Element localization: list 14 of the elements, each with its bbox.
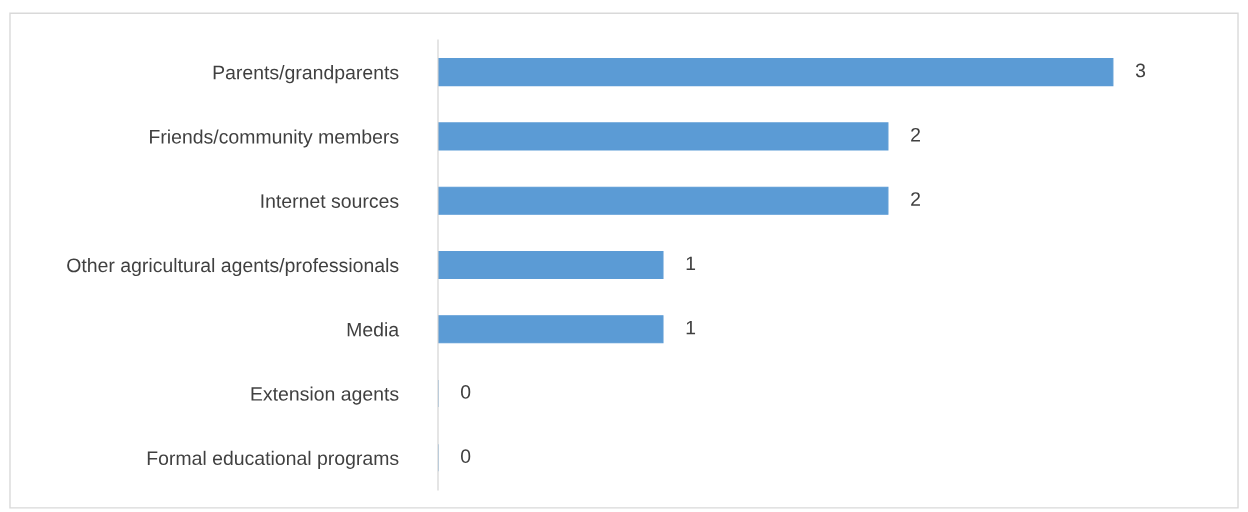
data-label: 0: [460, 449, 471, 464]
data-label: 1: [686, 320, 696, 335]
y-tick-label: Friends/community members: [150, 129, 399, 148]
data-label: 2: [911, 192, 920, 206]
y-tick-label: Internet sources: [261, 194, 399, 208]
data-label: 3: [1135, 63, 1146, 78]
data-label: 2: [911, 127, 920, 142]
y-tick-label: Formal educational programs: [147, 450, 399, 469]
y-tick-label: Parents/grandparents: [213, 65, 399, 84]
data-label: 0: [460, 385, 471, 399]
y-tick-label: Extension agents: [251, 386, 399, 405]
y-tick-label: Other agricultural agents/professionals: [67, 257, 399, 277]
y-tick-label: Media: [347, 322, 400, 337]
data-label: 1: [686, 256, 696, 271]
